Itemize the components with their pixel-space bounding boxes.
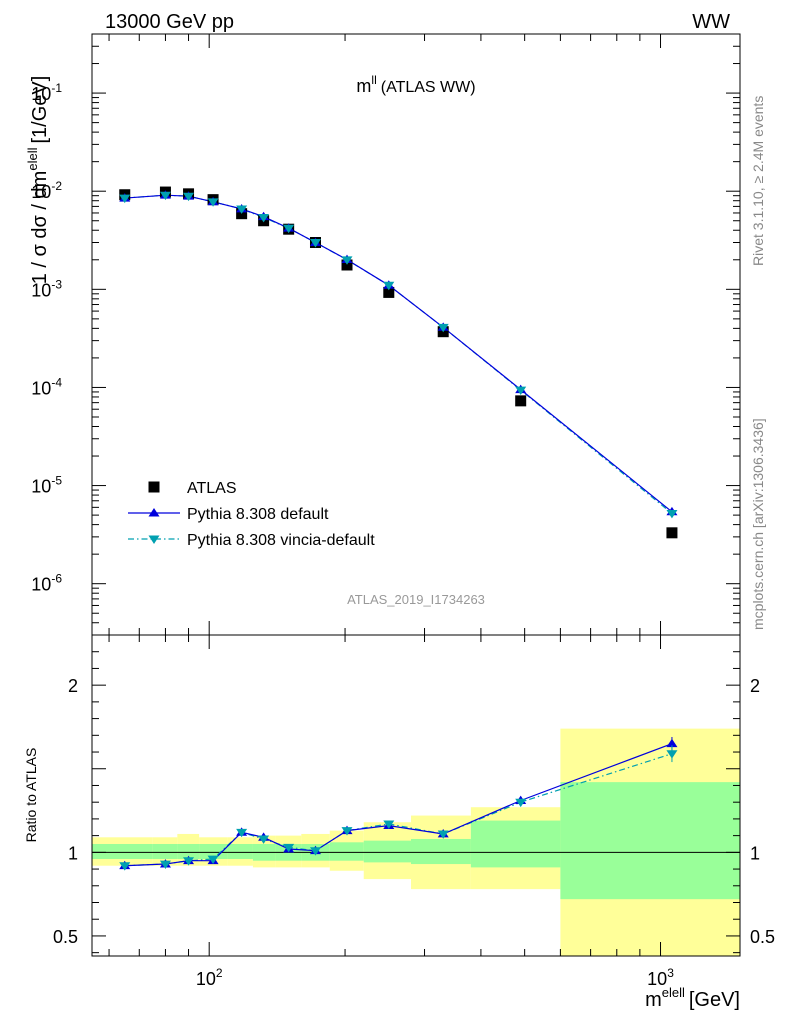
vincia-marker — [207, 198, 219, 207]
atlas-data-point — [666, 527, 678, 539]
y-tick-label: 10-3 — [31, 277, 62, 300]
legend-label: ATLAS — [187, 480, 237, 497]
y-tick-label: 2 — [68, 676, 78, 696]
vincia-ratio-marker — [341, 827, 353, 836]
vincia-marker — [159, 191, 171, 201]
main-y-axis-label: 1 / σ dσ / dmelell[1/GeV] — [25, 76, 51, 285]
process-label: WW — [692, 11, 730, 33]
vincia-ratio-marker — [183, 857, 195, 866]
legend-marker-default — [148, 508, 160, 517]
beam-label: 13000 GeV pp — [105, 11, 234, 33]
y-tick-label: 10-2 — [31, 179, 62, 202]
legend: ATLAS Pythia 8.308 default Pythia 8.308 vi… — [128, 480, 375, 549]
default-line — [124, 194, 673, 513]
main-panel: 10-1 10-2 10-3 10-4 10-5 10-6 mll (ATLAS WW) 1… — [25, 33, 741, 636]
uncertainty-band-inner — [199, 843, 228, 860]
mcplots-credit: mcplots.cern.ch [arXiv:1306.3436] — [750, 418, 766, 630]
ratio-plot-area — [92, 728, 740, 956]
uncertainty-band-inner — [152, 843, 178, 860]
ratio-frame — [91, 634, 741, 957]
x-axis-label: melell [GeV] — [645, 985, 740, 1011]
legend-label: Pythia 8.308 vincia-default — [187, 532, 375, 549]
y-tick-label: 10-5 — [31, 474, 62, 497]
y-tick-label: 1 — [68, 843, 78, 863]
vincia-marker — [119, 194, 131, 204]
vincia-marker — [258, 213, 270, 223]
y-tick-label: 10-1 — [31, 81, 62, 104]
y-tick-label: 2 — [750, 676, 760, 696]
vincia-ratio-marker — [258, 835, 270, 844]
uncertainty-band-inner — [177, 843, 200, 860]
vincia-marker — [666, 509, 678, 519]
ratio-panel: 102 103 0.5 0.5 1 1 2 2 Ratio to ATLAS melell [G… — [23, 634, 775, 1011]
y-tick-label: 0.5 — [53, 927, 78, 947]
vincia-ratio-marker — [515, 798, 527, 808]
vincia-marker — [183, 192, 195, 202]
legend-label: Pythia 8.308 default — [187, 506, 329, 523]
y-tick-label: 10-4 — [31, 375, 62, 398]
ratio-axis-ticks: 102 103 0.5 0.5 1 1 2 2 — [53, 635, 775, 989]
vincia-ratio-marker — [236, 828, 248, 838]
y-tick-label: 10-6 — [31, 572, 62, 595]
vincia-marker — [515, 386, 527, 396]
vincia-marker — [341, 256, 353, 265]
vincia-ratio-marker — [283, 843, 295, 853]
vincia-marker — [283, 224, 295, 234]
atlas-data-point — [341, 259, 353, 271]
vincia-ratio-marker — [383, 820, 395, 829]
vincia-ratio-marker — [309, 847, 321, 856]
main-axis-ticks: 10-1 10-2 10-3 10-4 10-5 10-6 — [31, 33, 740, 636]
vincia-line — [124, 194, 673, 514]
main-plot-title: mll (ATLAS WW) — [356, 73, 475, 96]
atlas-data-point — [383, 286, 395, 298]
main-plot-area — [119, 186, 678, 539]
legend-marker-atlas — [148, 481, 160, 493]
analysis-watermark: ATLAS_2019_I1734263 — [347, 592, 485, 607]
legend-marker-vincia — [148, 535, 160, 544]
y-tick-label: 1 — [750, 843, 760, 863]
vincia-marker — [437, 323, 449, 333]
uncertainty-band-inner — [329, 842, 364, 861]
vincia-ratio-marker — [119, 862, 131, 871]
atlas-data-point — [515, 395, 527, 407]
y-tick-label: 0.5 — [750, 927, 775, 947]
x-tick-label: 103 — [647, 966, 674, 989]
vincia-marker — [236, 205, 248, 214]
rivet-version-note: Rivet 3.1.10, ≥ 2.4M events — [750, 96, 766, 266]
uncertainty-band-inner — [470, 820, 561, 868]
uncertainty-band-inner — [411, 838, 471, 865]
ratio-y-axis-label: Ratio to ATLAS — [23, 748, 39, 843]
uncertainty-band-inner — [560, 782, 740, 900]
x-tick-label: 102 — [196, 966, 223, 989]
uncertainty-band-inner — [92, 843, 153, 860]
vincia-marker — [309, 239, 321, 248]
vincia-ratio-marker — [437, 830, 449, 839]
uncertainty-band-inner — [363, 840, 412, 863]
vincia-ratio-marker — [159, 860, 171, 869]
vincia-marker — [383, 281, 395, 291]
vincia-ratio-marker — [207, 855, 219, 864]
uncertainty-band-inner — [227, 843, 253, 860]
